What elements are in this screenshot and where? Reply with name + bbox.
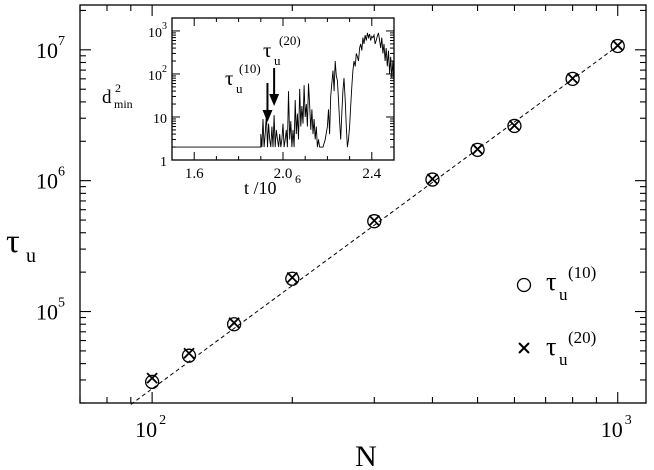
inset-y-tick-label: 1 [160,155,167,170]
main-plot-frame [79,4,647,404]
inset-x-tick-label: 2.0 [274,166,293,182]
data-point-tau-10 [425,172,440,187]
inset-y-tick-label: 10 [153,112,167,127]
legend-tau-10-sup: (10) [568,263,596,282]
inset-y-label-main: d [102,87,112,108]
x-tick-label-exponent: 3 [625,413,632,428]
inset-annotations: τ u(10)τ u(20) [225,33,301,122]
series-tau-20 [146,39,624,384]
inset-y-tick-label-exponent: 2 [162,64,167,75]
inset-x-axis-label: t /10 6 [244,172,301,198]
inset-x-tick-label: 2.4 [362,166,381,182]
annotation-arrowhead-tau-10 [262,110,273,122]
main-x-ticks: 10 2 10 3 [79,5,632,442]
series-tau-10 [144,38,625,390]
legend-tau-10-main: τ [546,267,556,296]
inset-background [172,18,394,160]
inset-x-tick-label: 1.6 [185,166,204,182]
annotation-tau-20-sup: (20) [279,33,301,48]
legend-item-tau-10: τ u (10) [516,263,596,304]
x-axis-label: N [355,440,377,470]
data-point-tau-10 [610,38,625,54]
x-tick-label-exponent: 2 [159,413,166,428]
inset-y-tick-label: 10 [148,69,162,84]
annotation-tau-10-sup: (10) [239,61,261,76]
annotation-tau-10-main: τ [225,66,233,90]
data-point-tau-10 [507,118,522,134]
data-point-tau-10 [226,317,242,332]
x-tick-label: 10 [601,417,623,442]
inset-y-label-sub: min [114,97,133,111]
fit-line [130,45,619,405]
inset-x-label-sup: 6 [295,172,301,186]
data-point-tau-10 [367,214,382,229]
y-axis-label: τ u [6,223,36,267]
legend-item-tau-20: τ u (20) [518,328,596,369]
y-tick-label-exponent: 6 [58,165,65,180]
y-axis-label-sub: u [26,245,36,267]
legend: τ u (10) τ u (20) [516,263,596,369]
y-tick-label-exponent: 7 [58,34,65,49]
inset-x-label-main: t /10 [244,178,277,198]
legend-tau-20-sub: u [559,350,568,369]
data-point-tau-20 [612,39,624,52]
legend-circle-marker [516,277,532,293]
inset-y-tick-label: 10 [148,26,162,41]
inset-y-tick-label-exponent: 3 [162,21,167,32]
data-point-tau-10 [565,71,580,86]
data-point-tau-10 [181,348,197,363]
data-point-tau-20 [146,372,158,384]
y-axis-label-main: τ [6,223,20,260]
legend-tau-10-sub: u [559,285,568,304]
data-point-tau-20 [471,143,484,155]
inset-series-line [172,32,395,148]
data-point-tau-20 [286,271,298,284]
x-tick-label: 10 [135,417,157,442]
data-point-tau-10 [144,374,160,390]
y-tick-label-exponent: 5 [58,296,65,311]
inset-y-axis-label: d 2 min [102,81,133,111]
inset-y-label-sup: 2 [115,81,121,95]
y-tick-label: 10 [36,300,58,325]
annotation-tau-20-main: τ [263,38,271,62]
data-point-tau-20 [228,317,240,329]
legend-tau-20-sup: (20) [568,328,596,347]
data-point-tau-20 [183,347,195,359]
annotation-tau-10-sub: u [236,81,243,96]
data-point-tau-20 [368,214,380,227]
data-point-tau-20 [566,72,579,85]
data-point-tau-20 [508,119,521,132]
inset-x-ticks: 1.6 2.0 2.4 [171,18,395,182]
y-tick-label: 10 [36,169,58,194]
annotation-arrowhead-tau-20 [269,94,280,106]
data-point-tau-20 [426,173,439,185]
y-tick-label: 10 [36,38,58,63]
legend-cross-marker [518,342,530,354]
data-point-tau-10 [470,142,485,157]
data-point-tau-10 [285,271,300,286]
annotation-tau-20-sub: u [274,53,281,68]
legend-tau-20-main: τ [546,332,556,361]
